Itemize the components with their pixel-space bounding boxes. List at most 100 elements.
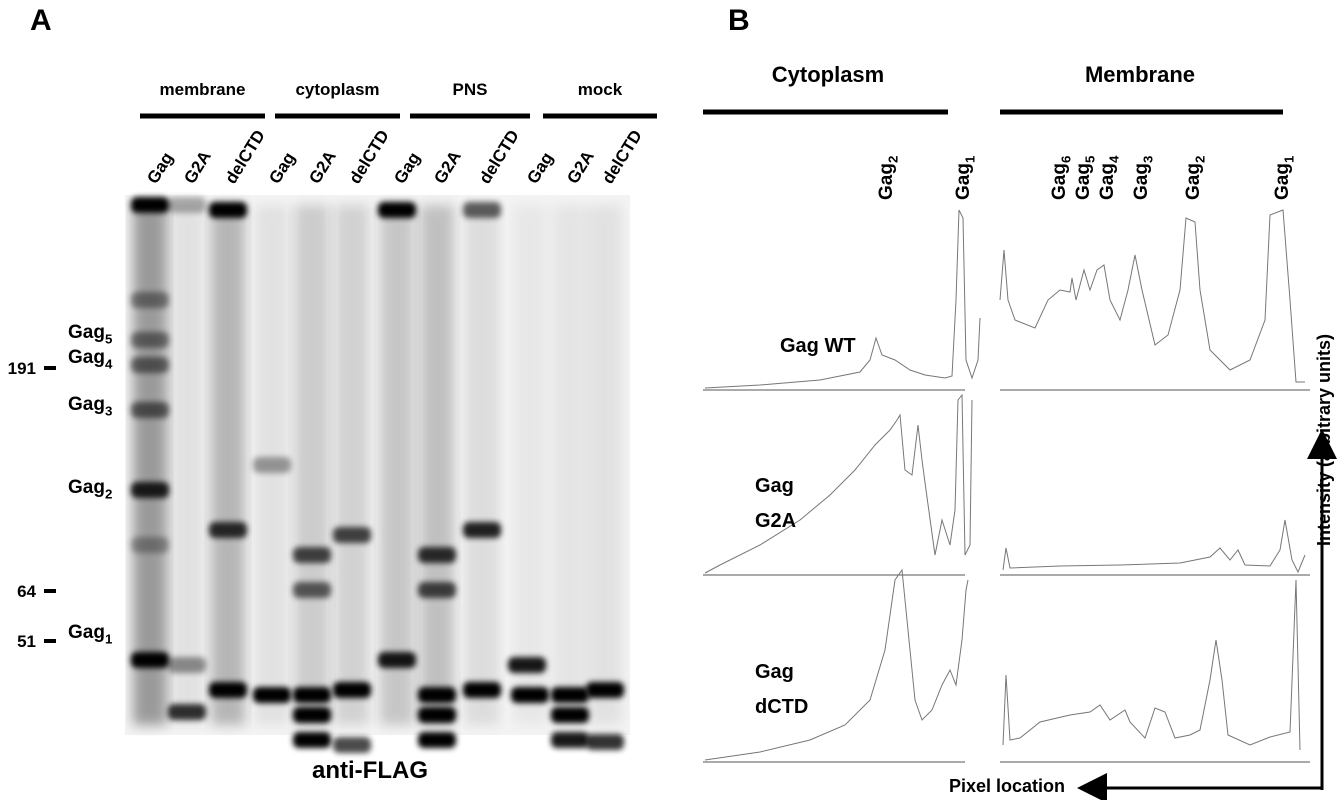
band-label: Gag4 [68,347,113,372]
band-label-sub: 5 [105,332,113,347]
group-label: PNS [453,80,488,99]
band [378,652,416,668]
band [551,707,589,723]
band-label-base: Gag [68,622,105,643]
band-label-sub: 2 [105,487,112,502]
band-label-base: Gag [68,347,105,368]
band [586,734,624,750]
lane-smear [420,205,454,725]
peak-label-base: Gag [876,163,897,200]
band [511,687,549,703]
row-label: G2A [755,510,796,532]
band-label: Gag2 [68,477,112,502]
band-label-base: Gag [68,394,105,415]
lane-smear [211,205,245,725]
peak-label: Gag4 [1097,155,1122,200]
band [131,482,169,498]
peak-label-base: Gag [1049,163,1070,200]
band [463,202,501,218]
band [418,582,456,598]
band [586,682,624,698]
band [168,657,206,673]
band [551,732,589,748]
lane-smear [170,205,204,725]
band-label-base: Gag [68,477,105,498]
column-title: Membrane [1085,62,1195,87]
panel-letter: A [30,4,52,37]
peak-label-sub: 6 [1059,156,1074,163]
band [131,197,169,213]
group-label: mock [578,80,623,99]
band [418,707,456,723]
band [551,687,589,703]
peak-label: Gag2 [1183,156,1208,200]
band-label-sub: 1 [105,632,113,647]
marker-label: 51 [17,632,36,651]
lane-label: Gag [390,149,424,187]
band [333,527,371,543]
band [463,522,501,538]
row-label: Gag [755,475,794,497]
band [333,682,371,698]
lane-label: delCTD [598,127,646,188]
peak-label-sub: 3 [1141,156,1156,163]
band [168,704,206,720]
band [293,687,331,703]
lane-smear [133,205,167,725]
lane-label: Gag [265,149,299,187]
band [131,332,169,348]
peak-label-sub: 1 [1282,155,1297,163]
traces [703,209,1310,763]
band [209,522,247,538]
peak-label-sub: 2 [886,156,901,163]
gel [125,195,630,753]
peak-label-sub: 2 [1193,156,1208,163]
band [131,357,169,373]
row-label: Gag WT [780,335,856,357]
marker-label: 191 [8,359,36,378]
band [131,292,169,308]
peak-label-sub: 5 [1083,155,1098,163]
peak-label: Gag1 [953,155,978,200]
band [253,687,291,703]
lane-smear [380,205,414,725]
column-title: Cytoplasm [772,62,884,87]
band [418,547,456,563]
band [418,687,456,703]
peak-label-base: Gag [1131,163,1152,200]
peak-label: Gag1 [1272,155,1297,200]
band [293,732,331,748]
band [131,652,169,668]
peak-label-base: Gag [1073,163,1094,200]
band [209,682,247,698]
band [508,657,546,673]
lane-smear [335,205,369,725]
band [378,202,416,218]
band [131,537,169,553]
band-label-sub: 3 [105,404,112,419]
marker-label: 64 [17,582,36,601]
row-label: Gag [755,661,794,683]
peak-label-base: Gag [1097,163,1118,200]
lane-smear [465,205,499,725]
peak-label-sub: 4 [1107,155,1122,163]
band [253,457,291,473]
band [418,732,456,748]
band-label: Gag5 [68,322,113,347]
lane-smear [588,205,622,725]
lane-label: delCTD [345,127,393,188]
row-label: dCTD [755,696,808,718]
band-label: Gag3 [68,394,112,419]
lane-label: Gag [523,149,557,187]
group-label: cytoplasm [295,80,379,99]
peak-label-sub: 1 [963,155,978,163]
lane-label: Gag [143,149,177,187]
lane-label: G2A [180,147,215,187]
lane-label: G2A [305,147,340,187]
peak-label: Gag5 [1073,155,1098,200]
peak-label: Gag6 [1049,156,1074,200]
lane-smear [295,205,329,725]
lane-label: G2A [563,147,598,187]
caption: anti-FLAG [312,757,428,784]
band-label-base: Gag [68,322,105,343]
